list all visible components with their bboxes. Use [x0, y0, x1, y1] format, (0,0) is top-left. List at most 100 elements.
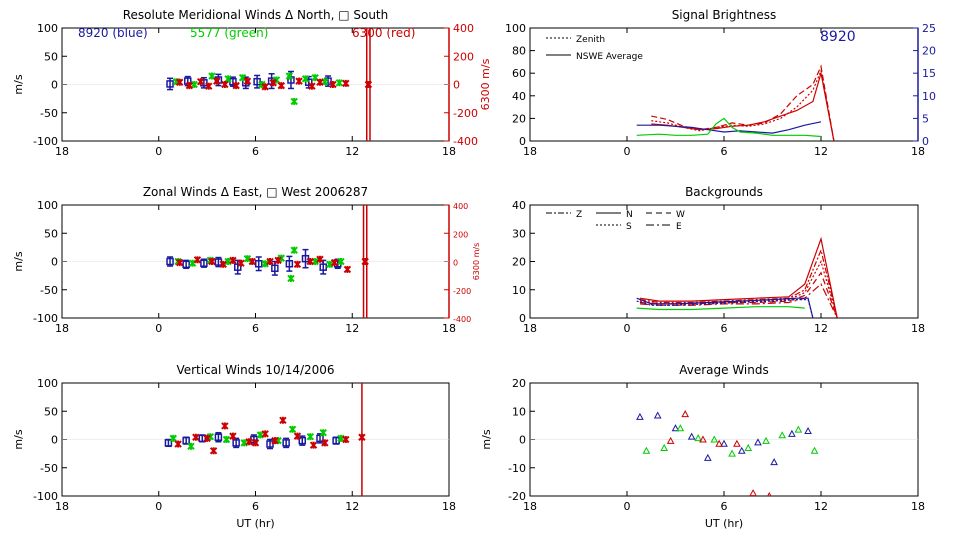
data-point [174, 440, 182, 448]
data-point [788, 429, 796, 437]
data-point [271, 436, 279, 445]
data-point [176, 78, 184, 86]
right-y-tick-label: -200 [453, 287, 471, 296]
chart-vertical: Vertical Winds 10/14/2006 18 0 6 12 18 UT (hr)… [12, 363, 456, 530]
y-tick-label: 100 [37, 22, 58, 35]
data-point [749, 489, 757, 496]
data-point [316, 78, 324, 86]
data-point [232, 437, 240, 449]
x-tick-label: 0 [624, 145, 631, 158]
x-tick-label: 6 [721, 145, 728, 158]
y-tick-label: 30 [512, 227, 526, 240]
point-marker [214, 433, 223, 441]
x-tick-label: 12 [814, 145, 828, 158]
x-tick-label: 6 [252, 500, 259, 513]
right-y-tick-label: -400 [453, 315, 471, 324]
chart-title: Signal Brightness [672, 8, 777, 22]
data-point [208, 257, 216, 266]
data-point [653, 411, 662, 419]
point-marker [298, 436, 307, 445]
data-point [271, 260, 279, 276]
point-marker [266, 440, 274, 448]
point-marker [200, 259, 208, 267]
right-y-tick-label: 0 [453, 259, 458, 268]
legend-entry: Z [576, 210, 582, 220]
data-point [166, 77, 174, 91]
data-point [193, 256, 202, 264]
series-line [636, 297, 814, 318]
series-label: 6300 (red) [352, 26, 415, 40]
data-point [224, 75, 232, 83]
data-point [636, 412, 644, 420]
data-point [737, 446, 746, 454]
right-y-tick-label: 400 [453, 202, 468, 211]
x-tick-label: 18 [55, 322, 69, 335]
y-axis-label: m/s [12, 74, 25, 94]
y-tick-label: 50 [44, 405, 58, 418]
data-point [200, 258, 208, 268]
x-tick-label: 6 [252, 322, 259, 335]
data-point [660, 443, 669, 451]
data-point [810, 446, 819, 454]
data-point [251, 439, 260, 447]
data-point [804, 426, 812, 435]
series-line [636, 306, 805, 311]
legend-entry: Zenith [576, 35, 605, 45]
legend-entry: NSWE Average [576, 52, 643, 62]
data-point [187, 442, 195, 450]
data-point [243, 254, 252, 263]
y-tick-label: 100 [37, 377, 58, 390]
x-tick-label: 0 [624, 500, 631, 513]
data-point [754, 438, 762, 446]
data-point [335, 79, 344, 87]
data-point [358, 433, 366, 441]
data-point [254, 256, 263, 272]
x-axis-label: UT (hr) [705, 517, 743, 530]
right-y-tick-label: -200 [453, 107, 478, 120]
data-point [185, 81, 194, 90]
data-point [666, 436, 675, 444]
data-point [342, 79, 350, 88]
data-point [316, 255, 324, 263]
data-point [232, 81, 240, 90]
data-point [188, 259, 197, 267]
data-point [198, 434, 207, 443]
right-y-tick-label: 0 [453, 79, 460, 92]
y-tick-label: 40 [512, 199, 526, 212]
right-y-tick-label: 10 [922, 90, 936, 103]
data-point [282, 437, 290, 449]
right-y-tick-label: 200 [453, 230, 468, 239]
plot-area [62, 28, 449, 141]
data-point [330, 258, 339, 267]
x-axis-label: UT (hr) [236, 517, 274, 530]
y-tick-label: -100 [33, 135, 58, 148]
point-marker [282, 439, 290, 447]
data-point [293, 432, 302, 440]
y-tick-label: 10 [512, 405, 526, 418]
data-point [176, 258, 184, 267]
x-tick-label: 12 [814, 322, 828, 335]
series-line [636, 299, 814, 318]
series-line [639, 259, 838, 318]
data-point [301, 75, 310, 83]
data-point [182, 436, 190, 445]
data-point [214, 431, 223, 443]
chart-title: Resolute Meridional Winds Δ North, □ Sou… [123, 8, 389, 22]
data-point [248, 257, 256, 266]
y-tick-label: 0 [51, 79, 58, 92]
right-y-tick-label: 5 [922, 112, 929, 125]
right-y-tick-label: 200 [453, 50, 474, 63]
data-point [245, 438, 253, 446]
data-point [293, 260, 302, 269]
series-line [636, 117, 822, 138]
y-axis-label: m/s [12, 251, 25, 271]
y-tick-label: 0 [519, 135, 526, 148]
plot-area [62, 205, 449, 318]
data-point [229, 256, 237, 265]
data-point [770, 458, 778, 466]
plot-area [62, 383, 449, 496]
data-point [694, 434, 702, 442]
plot-area [636, 64, 835, 141]
